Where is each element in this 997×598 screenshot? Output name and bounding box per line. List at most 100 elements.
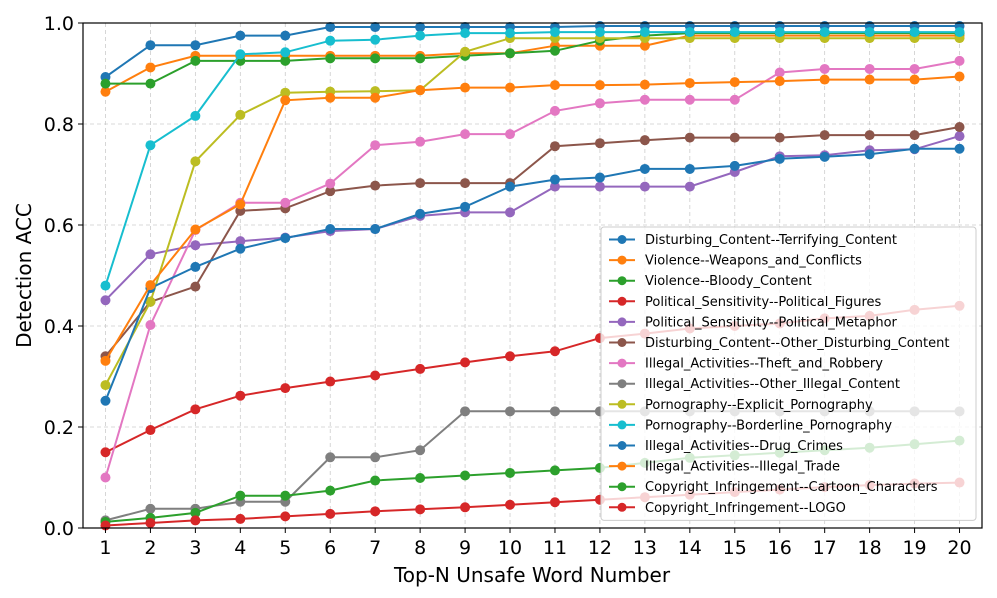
x-tick-label: 10 — [498, 537, 522, 559]
data-point — [774, 67, 785, 78]
data-point — [370, 506, 381, 517]
data-point — [729, 160, 740, 171]
data-point — [235, 236, 246, 247]
data-point — [460, 178, 471, 189]
data-point — [684, 78, 695, 89]
legend-item: Illegal_Activities--Other_Illegal_Conten… — [609, 377, 900, 392]
data-point — [325, 53, 336, 64]
data-point — [549, 141, 560, 152]
data-point — [235, 390, 246, 401]
tick-layer: 0.00.20.40.60.81.01 2 3 4 5 6 7 8 9 10 11 12 13 14 15 1… — [44, 13, 972, 559]
data-point — [639, 135, 650, 146]
data-point — [954, 143, 965, 154]
x-tick-label: 20 — [947, 537, 971, 559]
series-line — [105, 34, 960, 93]
legend-item: Violence--Bloody_Content — [609, 274, 812, 289]
x-tick-label: 13 — [633, 537, 657, 559]
legend-swatch-marker — [617, 235, 627, 244]
data-point — [505, 406, 516, 417]
data-point — [864, 74, 875, 85]
data-point — [280, 197, 291, 208]
data-point — [100, 395, 111, 406]
data-point — [235, 513, 246, 524]
series-10 — [100, 143, 965, 406]
data-point — [415, 85, 426, 96]
data-point — [639, 163, 650, 174]
legend-label: Pornography--Borderline_Pornography — [645, 418, 892, 433]
data-point — [684, 163, 695, 174]
data-point — [325, 452, 336, 463]
legend-swatch-marker — [617, 441, 627, 450]
series-line — [104, 75, 960, 362]
data-point — [549, 181, 560, 192]
data-point — [325, 35, 336, 46]
data-point — [325, 508, 336, 519]
legend-label: Illegal_Activities--Theft_and_Robbery — [645, 357, 883, 372]
data-point — [954, 122, 965, 133]
data-point — [909, 74, 920, 85]
legend-swatch-marker — [617, 296, 627, 306]
data-point — [100, 295, 111, 306]
y-tick-label: 1.0 — [44, 13, 74, 35]
data-point — [909, 27, 920, 38]
data-point — [415, 178, 426, 189]
legend-label: Disturbing_Content--Other_Disturbing_Con… — [645, 336, 949, 351]
data-point — [370, 92, 381, 103]
data-point — [280, 87, 291, 98]
x-tick-label: 15 — [723, 537, 747, 559]
data-point — [325, 224, 336, 235]
data-point — [100, 472, 111, 483]
data-point — [190, 261, 201, 272]
legend-label: Illegal_Activities--Other_Illegal_Conten… — [645, 377, 900, 392]
data-point — [594, 80, 605, 91]
data-point — [639, 181, 650, 192]
series-line — [104, 59, 960, 478]
y-tick-label: 0.6 — [44, 215, 74, 237]
data-point — [729, 94, 740, 105]
data-point — [415, 504, 426, 515]
data-point — [145, 78, 156, 89]
data-point — [505, 207, 516, 218]
data-point — [370, 452, 381, 463]
x-tick-label: 18 — [858, 537, 882, 559]
legend-item: Political_Sensitivity--Political_Metapho… — [609, 315, 898, 330]
data-point — [370, 53, 381, 64]
data-point — [819, 63, 830, 74]
data-point — [280, 233, 291, 244]
legend-swatch-marker — [617, 399, 627, 409]
data-point — [280, 55, 291, 66]
data-point — [954, 71, 965, 82]
x-tick-label: 2 — [144, 537, 156, 559]
data-point — [505, 467, 516, 478]
legend-label: Political_Sensitivity--Political_Figures — [645, 295, 881, 310]
data-point — [325, 22, 336, 33]
data-point — [280, 490, 291, 501]
data-point — [190, 240, 201, 251]
data-point — [145, 296, 156, 307]
data-point — [819, 130, 830, 141]
data-point — [370, 140, 381, 151]
legend-label: Violence--Bloody_Content — [645, 274, 812, 289]
data-point — [549, 27, 560, 38]
series-9 — [100, 27, 965, 291]
data-point — [190, 404, 201, 415]
data-point — [505, 82, 516, 93]
x-tick-label: 1 — [99, 537, 111, 559]
data-point — [505, 351, 516, 362]
data-point — [370, 475, 381, 486]
data-point — [145, 249, 156, 260]
data-point — [864, 149, 875, 160]
legend-item: Disturbing_Content--Terrifying_Content — [609, 233, 897, 248]
data-point — [594, 27, 605, 38]
data-point — [639, 40, 650, 51]
series-line — [104, 37, 960, 386]
data-point — [190, 224, 201, 235]
data-point — [100, 447, 111, 458]
data-point — [549, 105, 560, 116]
data-point — [235, 30, 246, 41]
data-point — [460, 406, 471, 417]
data-point — [460, 46, 471, 57]
data-point — [549, 346, 560, 357]
data-point — [145, 62, 156, 73]
